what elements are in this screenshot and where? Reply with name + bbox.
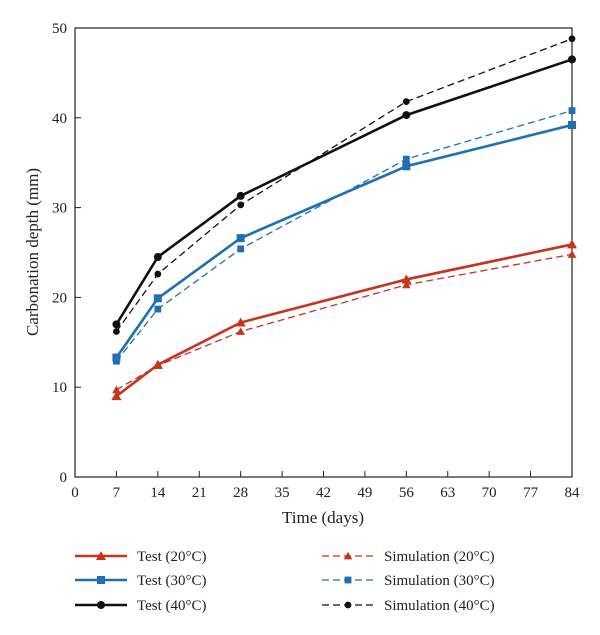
square-marker [113,357,120,365]
circle-marker [97,601,105,609]
legend-label: Test (30°C) [137,573,207,589]
circle-marker [113,328,120,335]
series-line [115,123,573,359]
circle-marker [112,320,121,329]
legend-item: Test (20°C) [75,549,207,565]
circle-marker [344,601,352,609]
series-test-1 [112,120,576,362]
circle-marker [402,98,410,106]
y-tick-label: 0 [60,470,68,486]
triangle-marker [111,391,122,401]
y-tick-label: 40 [52,111,67,127]
series-simulation-5 [113,35,576,335]
square-marker [97,576,105,584]
square-marker [402,162,411,171]
legend-label: Test (40°C) [137,598,207,614]
legend-label: Simulation (20°C) [384,549,495,565]
square-marker [236,234,245,243]
series-simulation-4 [113,107,576,365]
legend-label: Test (20°C) [137,549,207,565]
square-marker [568,120,576,129]
y-axis-label: Carbonation depth (mm) [23,168,42,336]
x-axis: 0 7 14 21 28 35 42 49 56 63 70 77 84 [71,471,580,501]
y-tick-label: 50 [52,21,67,37]
x-tick-label: 56 [399,485,415,501]
series-line [116,253,573,391]
square-marker [154,305,162,313]
x-tick-label: 70 [482,485,497,501]
legend: Test (20°C) Test (30°C) Test (40°C) Simulat… [75,549,495,614]
x-tick-label: 0 [71,485,79,501]
triangle-marker [401,274,412,284]
y-tick-label: 20 [52,290,67,306]
plot-frame [74,27,573,478]
x-tick-label: 28 [233,485,248,501]
circle-marker [568,35,576,43]
legend-item: Simulation (30°C) [322,573,495,589]
x-tick-label: 21 [192,485,207,501]
circle-marker [568,55,576,64]
circle-marker [154,270,162,278]
square-marker [112,353,121,362]
x-tick-label: 35 [275,485,290,501]
square-marker [344,576,352,584]
x-tick-label: 77 [523,485,539,501]
legend-item: Simulation (20°C) [322,549,495,565]
triangle-marker [567,250,577,258]
y-tick-label: 10 [52,380,67,396]
x-tick-label: 14 [150,485,166,501]
x-tick-label: 63 [440,485,455,501]
x-axis-label: Time (days) [282,508,364,527]
triangle-marker [112,385,121,394]
series-test-0 [111,239,577,401]
triangle-marker [153,361,163,370]
triangle-marker [236,327,245,335]
triangle-marker [402,280,411,289]
legend-item: Test (40°C) [75,598,207,614]
x-tick-label: 49 [357,485,372,501]
legend-item: Simulation (40°C) [322,598,495,614]
y-axis: 0 10 20 30 40 50 [52,21,81,486]
y-tick-label: 30 [52,201,67,217]
series-layer [111,35,577,401]
triangle-marker [96,551,106,560]
series-test-2 [112,55,576,329]
x-tick-label: 7 [113,485,121,501]
circle-marker [402,111,411,120]
x-tick-label: 42 [316,485,331,501]
legend-label: Simulation (30°C) [384,573,495,589]
triangle-marker [343,551,353,560]
circle-marker [236,191,245,200]
square-marker [402,155,410,163]
legend-label: Simulation (40°C) [384,598,495,614]
square-marker [568,107,576,115]
triangle-marker [235,317,246,327]
triangle-marker [567,239,577,249]
circle-marker [237,201,245,209]
x-tick-label: 84 [565,485,581,501]
square-marker [237,245,245,253]
series-simulation-3 [112,250,577,394]
square-marker [153,294,162,303]
circle-marker [153,252,162,261]
legend-item: Test (30°C) [75,573,207,589]
